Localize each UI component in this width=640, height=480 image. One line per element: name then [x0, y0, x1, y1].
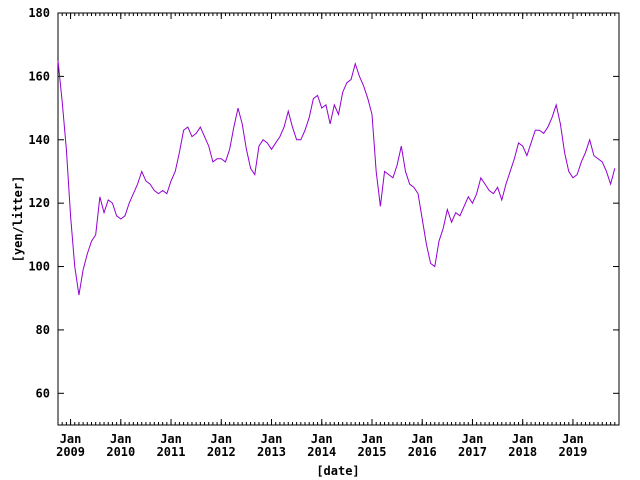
x-tick-label-month: Jan — [512, 432, 534, 446]
y-tick-label: 120 — [28, 196, 50, 210]
price-series-line — [57, 60, 616, 296]
x-tick-label-year: 2016 — [408, 445, 437, 459]
y-tick-label: 80 — [36, 323, 50, 337]
y-axis-label: [yen/litter] — [11, 176, 25, 263]
x-tick-label-month: Jan — [160, 432, 182, 446]
y-tick-label: 100 — [28, 260, 50, 274]
y-tick-label: 180 — [28, 6, 50, 20]
x-tick-label-year: 2019 — [558, 445, 587, 459]
x-tick-label-month: Jan — [210, 432, 232, 446]
x-tick-label-year: 2010 — [106, 445, 135, 459]
y-tick-label: 160 — [28, 69, 50, 83]
x-tick-label-year: 2014 — [307, 445, 336, 459]
x-tick-label-year: 2017 — [458, 445, 487, 459]
x-tick-label-month: Jan — [261, 432, 283, 446]
y-tick-label: 140 — [28, 133, 50, 147]
y-axis: 60 80 100 120 140 160 180 — [28, 6, 619, 400]
x-tick-label-month: Jan — [562, 432, 584, 446]
x-tick-label-month: Jan — [110, 432, 132, 446]
y-tick-label: 60 — [36, 386, 50, 400]
x-tick-label-year: 2012 — [207, 445, 236, 459]
x-tick-label-month: Jan — [361, 432, 383, 446]
x-tick-label-year: 2018 — [508, 445, 537, 459]
x-tick-label-month: Jan — [462, 432, 484, 446]
x-axis-label: [date] — [316, 464, 359, 478]
x-axis: Jan2009Jan2010Jan2011Jan2012Jan2013Jan20… — [56, 13, 620, 459]
x-tick-label-month: Jan — [411, 432, 433, 446]
x-tick-label-year: 2011 — [157, 445, 186, 459]
plot-frame — [57, 12, 620, 426]
x-tick-label-year: 2009 — [56, 445, 85, 459]
x-tick-label-year: 2013 — [257, 445, 286, 459]
x-tick-label-month: Jan — [60, 432, 82, 446]
x-tick-label-year: 2015 — [358, 445, 387, 459]
x-tick-label-month: Jan — [311, 432, 333, 446]
